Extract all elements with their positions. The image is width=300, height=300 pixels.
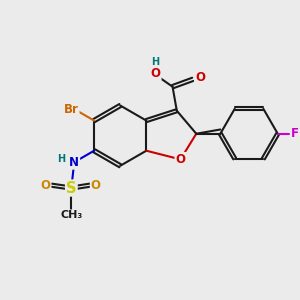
Text: O: O	[176, 153, 185, 166]
Text: CH₃: CH₃	[60, 210, 82, 220]
Text: O: O	[91, 179, 101, 192]
Text: O: O	[40, 179, 50, 192]
Text: F: F	[291, 127, 299, 140]
Text: N: N	[69, 156, 79, 169]
Text: H: H	[57, 154, 65, 164]
Text: O: O	[195, 71, 205, 84]
Text: Br: Br	[64, 103, 79, 116]
Text: H: H	[152, 57, 160, 67]
Text: S: S	[66, 181, 76, 196]
Text: O: O	[151, 67, 160, 80]
